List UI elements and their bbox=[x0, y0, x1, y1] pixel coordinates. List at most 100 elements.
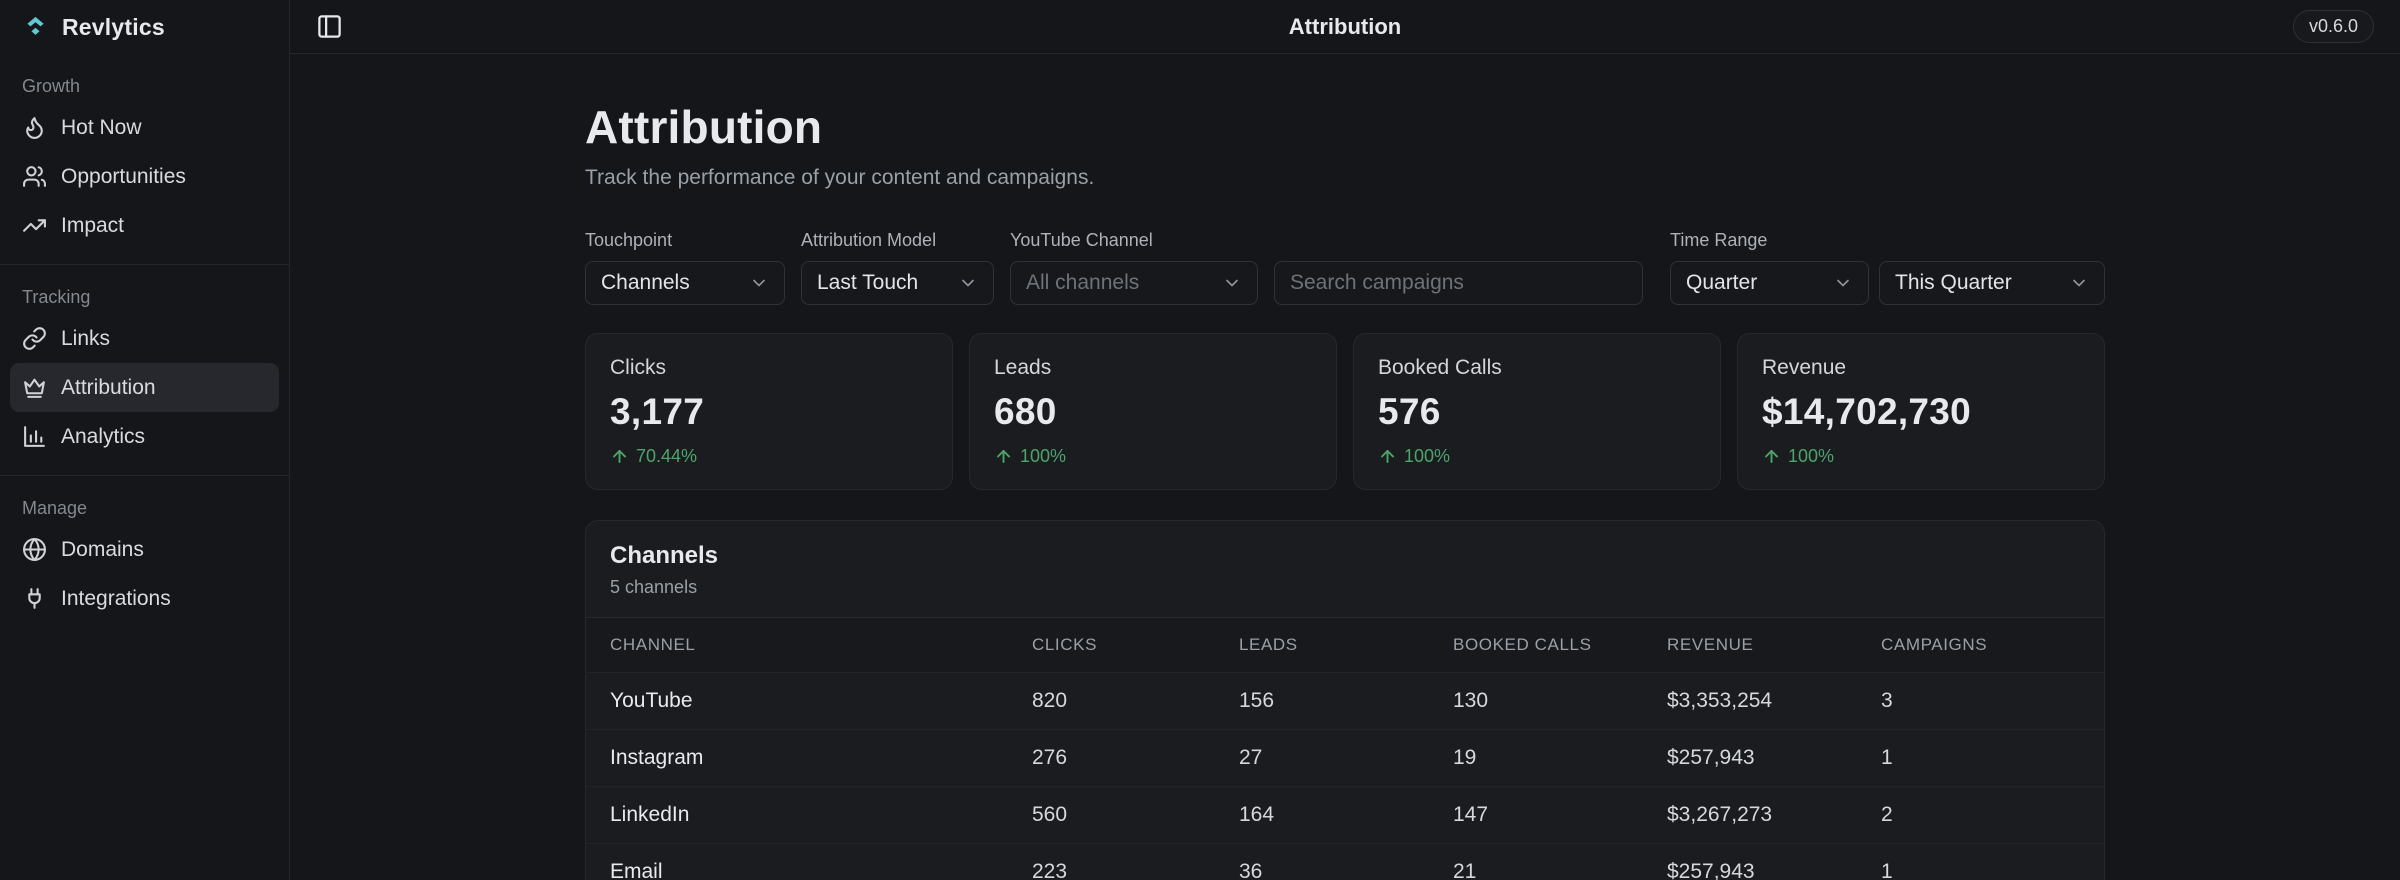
stat-card-booked-calls: Booked Calls 576 100% bbox=[1353, 333, 1721, 490]
sidebar-item-label: Impact bbox=[61, 213, 125, 237]
sidebar-item-attribution[interactable]: Attribution bbox=[10, 363, 279, 412]
cell-booked-calls: 130 bbox=[1453, 689, 1489, 712]
cell-revenue: $257,943 bbox=[1667, 746, 1755, 769]
sidebar-item-opportunities[interactable]: Opportunities bbox=[10, 152, 279, 201]
sidebar-item-label: Integrations bbox=[61, 586, 171, 610]
channels-table-header: Channels 5 channels bbox=[586, 521, 2104, 617]
crown-icon bbox=[22, 375, 47, 400]
flame-icon bbox=[22, 115, 47, 140]
table-row-email[interactable]: Email 223 36 21 $257,943 1 bbox=[586, 843, 2104, 880]
stat-label: Clicks bbox=[610, 356, 666, 379]
cell-channel: LinkedIn bbox=[610, 803, 690, 826]
youtube-channel-select[interactable]: All channels bbox=[1010, 261, 1258, 305]
stat-value: 680 bbox=[994, 391, 1057, 432]
search-campaigns-input[interactable] bbox=[1274, 261, 1643, 305]
sidebar-section-growth: Growth bbox=[22, 76, 81, 96]
plug-icon bbox=[22, 586, 47, 611]
cell-campaigns: 2 bbox=[1881, 803, 1893, 826]
page-title: Attribution bbox=[585, 101, 823, 153]
sidebar-item-label: Domains bbox=[61, 537, 144, 561]
sidebar-item-integrations[interactable]: Integrations bbox=[10, 574, 279, 623]
stat-card-clicks: Clicks 3,177 70.44% bbox=[585, 333, 953, 490]
channels-table-card: Channels 5 channels CHANNEL CLICKS LEADS… bbox=[585, 520, 2105, 880]
cell-campaigns: 1 bbox=[1881, 746, 1893, 769]
sidebar-item-links[interactable]: Links bbox=[10, 314, 279, 363]
column-header-clicks: CLICKS bbox=[1032, 635, 1098, 654]
cell-leads: 164 bbox=[1239, 803, 1275, 826]
stat-label: Leads bbox=[994, 356, 1052, 379]
chevron-down-icon bbox=[753, 279, 765, 287]
sidebar-divider bbox=[0, 264, 289, 265]
stat-delta-value: 100% bbox=[1404, 446, 1451, 466]
cell-clicks: 820 bbox=[1032, 689, 1068, 712]
cell-leads: 156 bbox=[1239, 689, 1275, 712]
cell-channel: Email bbox=[610, 860, 663, 880]
app-name: Revlytics bbox=[62, 13, 165, 40]
touchpoint-select[interactable]: Channels bbox=[585, 261, 785, 305]
filter-touchpoint: Touchpoint Channels bbox=[585, 230, 785, 305]
main-area: Attribution v0.6.0 Attribution Track the… bbox=[290, 0, 2400, 880]
sidebar-item-impact[interactable]: Impact bbox=[10, 201, 279, 250]
sidebar-item-domains[interactable]: Domains bbox=[10, 525, 279, 574]
touchpoint-value: Channels bbox=[601, 271, 690, 294]
app-logo[interactable]: Revlytics bbox=[10, 0, 279, 54]
sidebar-item-hot-now[interactable]: Hot Now bbox=[10, 103, 279, 152]
cell-booked-calls: 21 bbox=[1453, 860, 1477, 880]
sidebar-item-label: Hot Now bbox=[61, 115, 142, 139]
sidebar-item-label: Links bbox=[61, 326, 111, 350]
chevron-down-icon bbox=[1837, 279, 1849, 287]
sidebar-item-analytics[interactable]: Analytics bbox=[10, 412, 279, 461]
cell-revenue: $3,267,273 bbox=[1667, 803, 1773, 826]
filter-youtube-channel: YouTube Channel All channels bbox=[1010, 230, 1258, 305]
arrow-up-icon bbox=[997, 450, 1010, 463]
page-content: Attribution Track the performance of you… bbox=[290, 54, 2400, 880]
stat-delta: 70.44% bbox=[610, 446, 928, 467]
stat-value: 576 bbox=[1378, 391, 1441, 432]
stat-label: Revenue bbox=[1762, 356, 1847, 379]
link-icon bbox=[22, 326, 47, 351]
chevron-down-icon bbox=[1226, 279, 1238, 287]
page-subtitle: Track the performance of your content an… bbox=[585, 166, 1095, 189]
time-period-value: This Quarter bbox=[1895, 271, 2012, 294]
touchpoint-label: Touchpoint bbox=[585, 230, 673, 250]
cell-channel: Instagram bbox=[610, 746, 704, 769]
cell-leads: 27 bbox=[1239, 746, 1263, 769]
globe-icon bbox=[22, 537, 47, 562]
filter-attribution-model: Attribution Model Last Touch bbox=[801, 230, 994, 305]
time-period-select[interactable]: This Quarter bbox=[1879, 261, 2105, 305]
arrow-up-icon bbox=[1765, 450, 1778, 463]
filter-search bbox=[1274, 261, 1643, 305]
channels-table-title: Channels bbox=[610, 542, 719, 569]
topbar-title: Attribution bbox=[1288, 13, 1402, 39]
stat-delta-value: 100% bbox=[1020, 446, 1067, 466]
column-header-booked-calls: BOOKED CALLS bbox=[1453, 635, 1592, 654]
stat-value: $14,702,730 bbox=[1762, 391, 1972, 432]
table-row-instagram[interactable]: Instagram 276 27 19 $257,943 1 bbox=[586, 729, 2104, 786]
time-granularity-select[interactable]: Quarter bbox=[1670, 261, 1869, 305]
cell-campaigns: 3 bbox=[1881, 689, 1893, 712]
stat-delta-value: 70.44% bbox=[636, 446, 698, 466]
table-row-youtube[interactable]: YouTube 820 156 130 $3,353,254 3 bbox=[586, 672, 2104, 729]
arrow-up-icon bbox=[613, 450, 626, 463]
table-row-linkedin[interactable]: LinkedIn 560 164 147 $3,267,273 2 bbox=[586, 786, 2104, 843]
youtube-channel-label: YouTube Channel bbox=[1010, 230, 1153, 250]
time-granularity-value: Quarter bbox=[1686, 271, 1758, 294]
filter-time-range: Time Range Quarter This Quarter bbox=[1670, 230, 2105, 305]
filters-bar: Touchpoint Channels Attribution Model La… bbox=[585, 230, 2105, 305]
cell-campaigns: 1 bbox=[1881, 860, 1893, 880]
stat-card-revenue: Revenue $14,702,730 100% bbox=[1737, 333, 2105, 490]
cell-booked-calls: 19 bbox=[1453, 746, 1477, 769]
sidebar-toggle-button[interactable] bbox=[316, 13, 343, 40]
stat-delta: 100% bbox=[1378, 446, 1696, 467]
topbar: Attribution v0.6.0 bbox=[290, 0, 2400, 54]
attribution-model-select[interactable]: Last Touch bbox=[801, 261, 994, 305]
panel-left-icon bbox=[318, 15, 341, 38]
cell-clicks: 276 bbox=[1032, 746, 1068, 769]
arrow-up-icon bbox=[1381, 450, 1394, 463]
stat-delta: 100% bbox=[994, 446, 1312, 467]
sidebar-section-manage: Manage bbox=[22, 498, 88, 518]
youtube-channel-value: All channels bbox=[1026, 271, 1140, 294]
stat-card-leads: Leads 680 100% bbox=[969, 333, 1337, 490]
table-column-headers: CHANNEL CLICKS LEADS BOOKED CALLS REVENU… bbox=[586, 617, 2104, 672]
